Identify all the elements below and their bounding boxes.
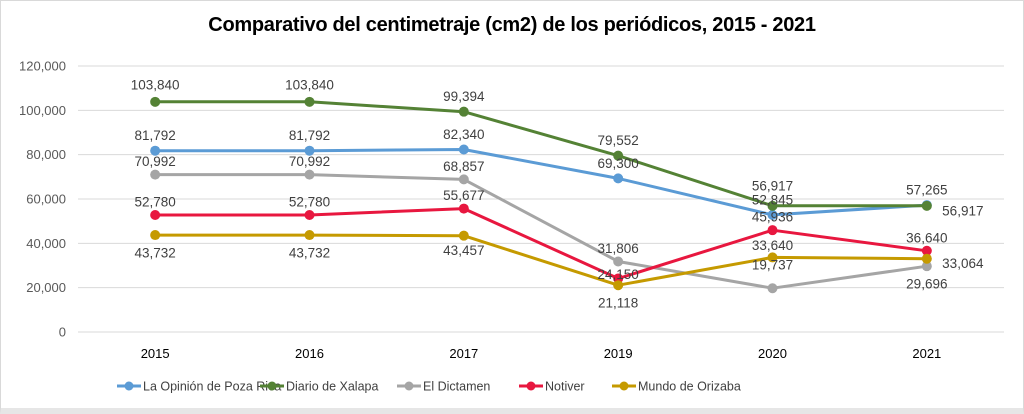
data-point [921, 200, 932, 211]
data-label: 79,552 [598, 133, 639, 148]
data-point [767, 225, 778, 236]
data-point [150, 145, 161, 156]
data-label: 68,857 [443, 159, 484, 174]
x-tick-label: 2015 [141, 346, 170, 361]
data-point [458, 203, 469, 214]
chart-title: Comparativo del centimetraje (cm2) de lo… [208, 14, 816, 36]
data-label: 103,840 [131, 77, 180, 92]
x-tick-label: 2016 [295, 346, 324, 361]
data-point [458, 144, 469, 155]
y-tick-label: 0 [59, 325, 66, 340]
data-label: 43,732 [135, 246, 176, 261]
data-point [150, 169, 161, 180]
x-tick-label: 2017 [449, 346, 478, 361]
data-point [921, 245, 932, 256]
data-label: 19,737 [752, 258, 793, 273]
data-point [150, 96, 161, 107]
data-point [613, 150, 624, 161]
data-label: 57,265 [906, 183, 947, 198]
data-label: 24,150 [598, 267, 639, 282]
y-tick-label: 80,000 [26, 147, 66, 162]
data-label: 36,640 [906, 230, 947, 245]
series-line [155, 233, 927, 287]
data-label: 69,300 [598, 156, 639, 171]
data-point [767, 283, 778, 294]
data-point [767, 200, 778, 211]
legend-label: Diario de Xalapa [286, 380, 378, 394]
data-label: 70,992 [135, 154, 176, 169]
data-label: 33,640 [752, 238, 793, 253]
x-tick-label: 2019 [604, 346, 633, 361]
data-label: 43,732 [289, 246, 330, 261]
y-tick-label: 120,000 [19, 59, 66, 74]
data-point [613, 173, 624, 184]
data-point [458, 106, 469, 117]
data-label: 82,340 [443, 127, 484, 142]
legend-swatch-marker [526, 381, 536, 391]
series-line [155, 148, 927, 217]
data-label: 99,394 [443, 89, 485, 104]
legend-swatch-marker [267, 381, 277, 391]
data-point [458, 230, 469, 241]
data-point [304, 210, 315, 221]
y-tick-label: 60,000 [26, 192, 66, 207]
data-label: 52,780 [135, 195, 176, 210]
legend-swatch-marker [124, 381, 134, 391]
data-label: 56,917 [752, 178, 793, 193]
data-point [921, 261, 932, 272]
data-point [458, 174, 469, 185]
legend-swatch-marker [619, 381, 629, 391]
data-label: 55,677 [443, 188, 484, 203]
y-tick-label: 20,000 [26, 280, 66, 295]
data-point [304, 96, 315, 107]
series-line [155, 173, 928, 290]
data-point [304, 169, 315, 180]
legend-swatch-marker [404, 381, 414, 391]
legend-label: Notiver [545, 380, 585, 394]
data-label: 43,457 [443, 243, 484, 258]
data-label: 31,806 [598, 241, 639, 256]
y-tick-label: 40,000 [26, 236, 66, 251]
data-label: 56,917 [942, 203, 983, 218]
series-line [155, 207, 927, 280]
data-label: 81,792 [289, 128, 330, 143]
data-point [613, 256, 624, 267]
data-point [150, 230, 161, 241]
data-label: 52,780 [289, 195, 330, 210]
series-line [155, 100, 927, 208]
legend-label: El Dictamen [423, 380, 490, 394]
x-tick-label: 2021 [912, 346, 941, 361]
data-label: 33,064 [942, 256, 984, 271]
legend-label: La Opinión de Poza Rica [143, 380, 281, 394]
data-point [613, 280, 624, 291]
data-label: 21,118 [598, 296, 638, 311]
data-label: 45,936 [752, 210, 793, 225]
data-point [921, 253, 932, 264]
data-point [304, 145, 315, 156]
data-point [767, 252, 778, 263]
data-point [304, 230, 315, 241]
y-tick-label: 100,000 [19, 103, 66, 118]
x-tick-label: 2020 [758, 346, 787, 361]
data-label: 103,840 [285, 77, 334, 92]
legend-label: Mundo de Orizaba [638, 380, 741, 394]
data-label: 70,992 [289, 154, 330, 169]
data-point [767, 209, 778, 220]
data-label: 52,845 [752, 192, 793, 207]
data-label: 81,792 [135, 128, 176, 143]
data-point [150, 210, 161, 221]
data-label: 29,696 [906, 277, 947, 292]
